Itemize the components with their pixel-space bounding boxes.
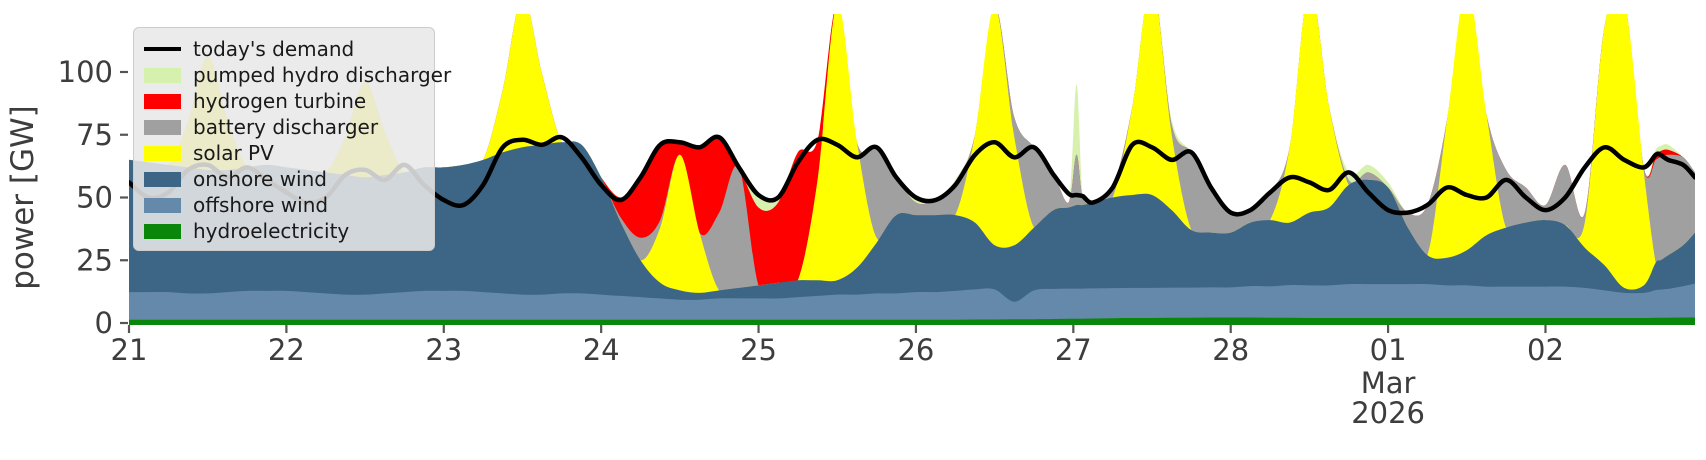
legend-item-offshore-wind: offshore wind: [144, 192, 424, 218]
y-tick-label: 25: [76, 243, 113, 277]
hydrogen-turbine-swatch: [144, 93, 181, 109]
area-offshore-wind: [129, 283, 1695, 325]
legend-item-demand: today's demand: [144, 36, 424, 62]
x-tick-label: 25: [740, 333, 777, 367]
solar-swatch: [144, 145, 181, 161]
x-tick-label: 21: [111, 333, 148, 367]
area-onshore-wind: [129, 141, 1695, 325]
x-tick-label: 01: [1370, 333, 1407, 367]
offshore-wind-swatch: [144, 197, 181, 213]
legend-label: hydroelectricity: [193, 219, 350, 243]
legend-label: solar PV: [193, 141, 274, 165]
battery-swatch: [144, 119, 181, 135]
legend-item-battery: battery discharger: [144, 114, 424, 140]
y-tick-label: 75: [76, 118, 113, 152]
y-tick-label: 100: [58, 55, 113, 89]
legend-item-hydroelectricity: hydroelectricity: [144, 218, 424, 244]
area-hydroelectricity: [129, 317, 1695, 325]
legend-label: pumped hydro discharger: [193, 63, 452, 87]
x-tick-label: 02: [1527, 333, 1564, 367]
x-tick-label: 24: [583, 333, 620, 367]
x-axis-year-label: 2026: [1351, 396, 1425, 430]
legend-item-solar: solar PV: [144, 140, 424, 166]
plot-area: [129, 14, 1695, 325]
chart-legend: today's demand pumped hydro discharger h…: [133, 27, 451, 251]
legend-label: offshore wind: [193, 193, 329, 217]
legend-item-onshore-wind: onshore wind: [144, 166, 424, 192]
y-axis-title: power [GW]: [5, 105, 41, 290]
legend-label: hydrogen turbine: [193, 89, 367, 113]
x-tick-label: 22: [268, 333, 305, 367]
demand-line-swatch: [144, 47, 181, 51]
x-tick-label: 26: [897, 333, 934, 367]
legend-label: today's demand: [193, 37, 355, 61]
x-tick-label: 28: [1212, 333, 1249, 367]
x-axis-month-label: Mar: [1361, 366, 1416, 400]
hydroelectricity-swatch: [144, 223, 181, 239]
legend-item-hydrogen-turbine: hydrogen turbine: [144, 88, 424, 114]
legend-label: battery discharger: [193, 115, 379, 139]
legend-label: onshore wind: [193, 167, 327, 191]
x-tick-label: 23: [425, 333, 462, 367]
x-tick-label: 27: [1055, 333, 1092, 367]
y-tick-label: 0: [95, 306, 113, 340]
onshore-wind-swatch: [144, 171, 181, 187]
y-tick-label: 50: [76, 181, 113, 215]
pumped-hydro-swatch: [144, 67, 181, 83]
legend-item-pumped-hydro: pumped hydro discharger: [144, 62, 451, 88]
